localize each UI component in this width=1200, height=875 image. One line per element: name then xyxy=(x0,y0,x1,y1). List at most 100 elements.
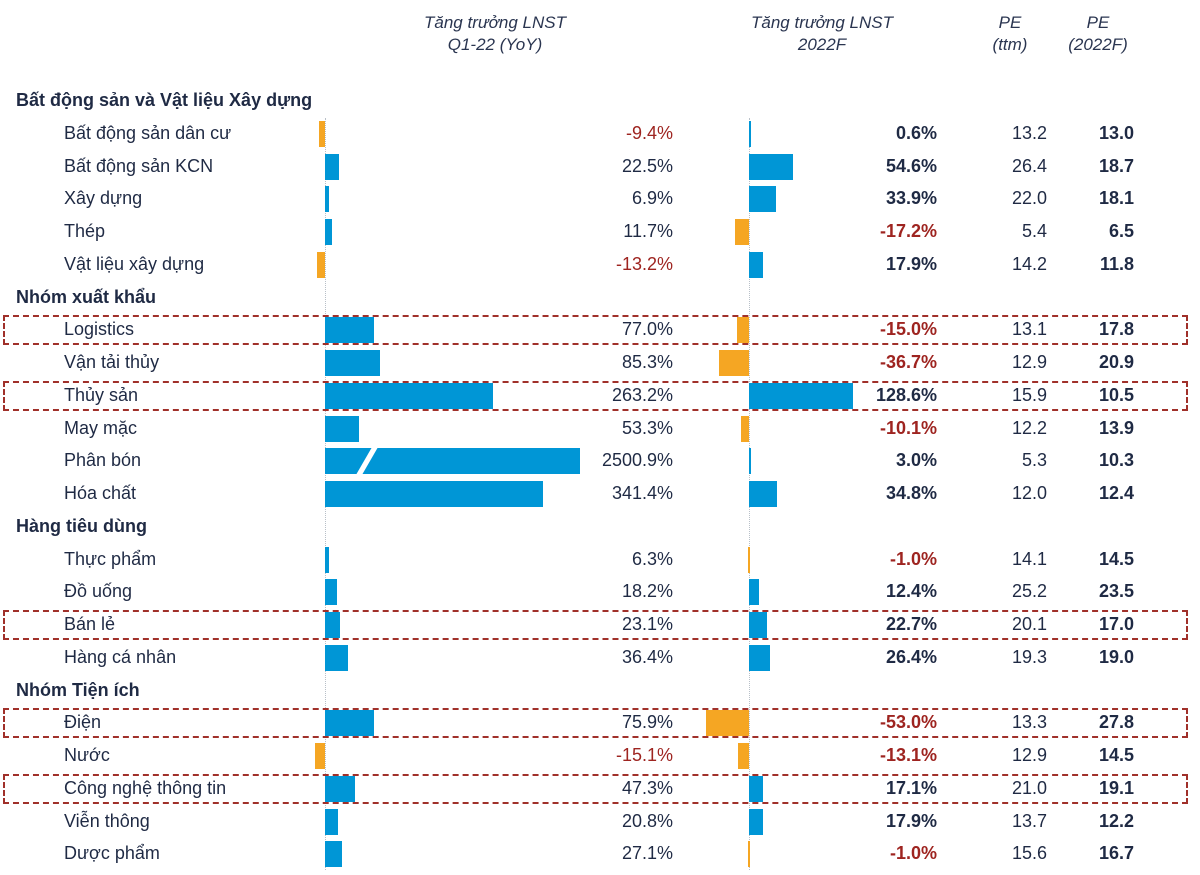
pe-ttm-value: 12.9 xyxy=(1011,352,1047,372)
highlight-box xyxy=(3,315,1188,346)
q1-value: 263.2% xyxy=(611,384,673,405)
sector-label: Nước xyxy=(64,745,110,765)
pe-2022f-value: 14.5 xyxy=(1098,548,1134,569)
pe-ttm-value: 22.0 xyxy=(1011,188,1047,209)
sector-label: Thủy sản xyxy=(64,384,139,405)
sector-label: Viễn thông xyxy=(64,810,150,831)
f22-value: -36.7% xyxy=(879,352,937,372)
q1-bar xyxy=(325,841,343,868)
f22-bar xyxy=(736,317,749,344)
f22-bar xyxy=(749,644,771,671)
sector-label: Vật liệu xây dựng xyxy=(64,253,205,274)
pe-ttm-value: 15.9 xyxy=(1011,384,1047,405)
sector-label: Bất động sản dân cư xyxy=(64,122,232,143)
f22-value: -17.2% xyxy=(879,221,937,241)
highlight-box xyxy=(3,708,1188,739)
pe-ttm-value: 12.0 xyxy=(1011,483,1047,503)
pe-2022f-value: 13.9 xyxy=(1098,417,1134,438)
sector-label: Hàng cá nhân xyxy=(64,646,177,667)
pe-2022f-value: 10.5 xyxy=(1098,384,1134,405)
pe-ttm-value: 13.7 xyxy=(1011,810,1047,831)
pe-ttm-value: 20.1 xyxy=(1011,614,1047,634)
pe-2022f-value: 17.8 xyxy=(1098,319,1134,340)
pe-ttm-value: 13.2 xyxy=(1011,122,1047,143)
f22-bar xyxy=(749,382,854,409)
pe-ttm-value: 12.2 xyxy=(1011,417,1047,438)
sector-label: Bất động sản KCN xyxy=(64,155,214,176)
q1-bar xyxy=(318,120,325,147)
pe-ttm-value: 19.3 xyxy=(1011,646,1047,667)
q1-value: 6.3% xyxy=(631,548,673,569)
pe-2022f-value: 18.1 xyxy=(1098,188,1134,209)
q1-value: 18.2% xyxy=(621,581,673,602)
pe-ttm-value: 12.9 xyxy=(1011,745,1047,765)
pe-2022f-value: 10.3 xyxy=(1098,450,1134,471)
group-heading: Bất động sản và Vật liệu Xây dựng xyxy=(16,90,313,110)
f22-bar xyxy=(749,481,778,507)
pe-ttm-value: 14.2 xyxy=(1011,253,1047,274)
sector-label: Phân bón xyxy=(64,450,142,471)
q1-bar xyxy=(325,644,349,671)
f22-bar xyxy=(735,219,749,245)
pe-ttm-value: 5.4 xyxy=(1021,221,1047,241)
group-heading: Nhóm Tiện ích xyxy=(16,679,140,700)
pe-2022f-value: 13.0 xyxy=(1098,122,1134,143)
q1-value: 53.3% xyxy=(621,417,673,438)
q1-bar xyxy=(316,251,325,278)
q1-value: 47.3% xyxy=(621,777,673,798)
sector-label: Bán lẻ xyxy=(64,614,116,634)
q1-bar xyxy=(325,317,375,344)
f22-value: -1.0% xyxy=(889,548,937,569)
q1-value: 36.4% xyxy=(621,646,673,667)
f22-value: 3.0% xyxy=(895,450,937,471)
header-pe-2022f: PE (2022F) xyxy=(1068,13,1128,54)
f22-bar xyxy=(738,743,749,769)
sector-label: Điện xyxy=(64,712,102,733)
pe-2022f-value: 11.8 xyxy=(1099,253,1134,274)
f22-value: 12.4% xyxy=(885,581,937,602)
highlight-box xyxy=(3,610,1188,640)
q1-value: 22.5% xyxy=(621,155,673,176)
q1-bar xyxy=(325,612,340,638)
f22-bar xyxy=(749,808,764,835)
group-heading: Hàng tiêu dùng xyxy=(16,515,147,536)
q1-bar xyxy=(325,579,337,606)
f22-bar xyxy=(749,186,777,213)
q1-value: 77.0% xyxy=(621,319,673,340)
f22-value: 54.6% xyxy=(885,155,937,176)
f22-value: 17.9% xyxy=(885,253,937,274)
q1-value: 11.7% xyxy=(623,221,673,241)
sector-label: Dược phẩm xyxy=(64,843,160,864)
q1-bar xyxy=(325,186,330,213)
f22-value: -15.0% xyxy=(879,319,937,340)
pe-ttm-value: 25.2 xyxy=(1011,581,1047,602)
pe-2022f-value: 23.5 xyxy=(1098,581,1134,602)
pe-2022f-value: 12.4 xyxy=(1098,483,1134,503)
pe-2022f-value: 17.0 xyxy=(1098,614,1134,634)
sector-label: Đồ uống xyxy=(64,581,133,602)
sector-label: Logistics xyxy=(64,319,135,340)
q1-value: 2500.9% xyxy=(601,450,673,471)
q1-value: -15.1% xyxy=(615,745,673,765)
q1-value: 341.4% xyxy=(611,483,673,503)
q1-value: 75.9% xyxy=(621,712,673,733)
q1-bar xyxy=(325,546,330,573)
f22-bar xyxy=(749,612,768,638)
sector-label: May mặc xyxy=(64,417,138,438)
q1-value: 85.3% xyxy=(621,352,673,372)
q1-bar xyxy=(325,775,356,802)
q1-bar xyxy=(325,481,544,507)
sector-label: Thép xyxy=(64,221,106,241)
pe-ttm-value: 26.4 xyxy=(1011,155,1047,176)
f22-value: 22.7% xyxy=(885,614,937,634)
q1-bar xyxy=(325,415,360,442)
q1-bar xyxy=(325,808,339,835)
f22-value: 17.9% xyxy=(885,810,937,831)
f22-bar xyxy=(749,120,751,147)
highlight-box xyxy=(3,773,1188,804)
header-q1: Tăng trưởng LNST Q1-22 (YoY) xyxy=(424,13,566,54)
header-2022f: Tăng trưởng LNST 2022F xyxy=(751,13,893,54)
f22-bar xyxy=(706,710,749,737)
pe-ttm-value: 5.3 xyxy=(1021,450,1047,471)
f22-value: -10.1% xyxy=(879,417,937,438)
